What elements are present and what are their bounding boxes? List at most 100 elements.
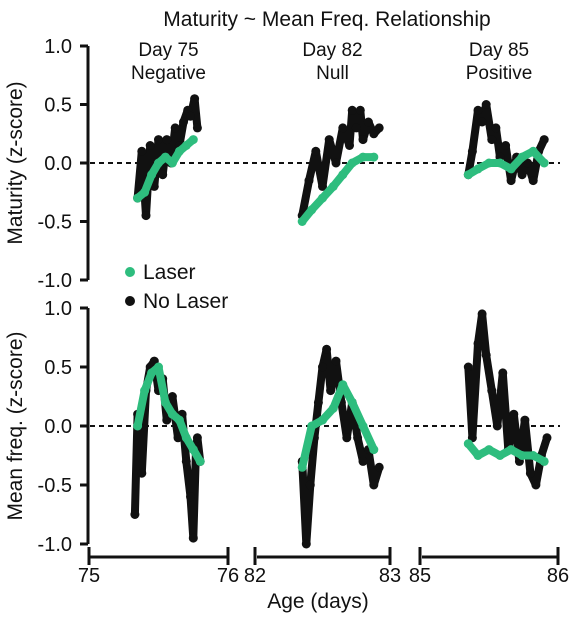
x-tick-label-col-0: 75	[78, 565, 100, 587]
y-axis-title-row-1: Mean freq. (z-score)	[4, 331, 27, 520]
point-no-laser-r1-c1	[342, 433, 352, 443]
point-no-laser-r1-c2	[487, 386, 497, 396]
point-laser-r1-c0	[188, 445, 198, 455]
point-no-laser-r1-c1	[369, 480, 379, 490]
point-no-laser-r1-c0	[192, 433, 202, 443]
y-tick-label-row-1: 0.5	[44, 357, 72, 379]
point-laser-r1-c0	[174, 415, 184, 425]
point-laser-r1-c2	[528, 451, 538, 460]
point-no-laser-r0-c1	[304, 176, 314, 186]
point-laser-r0-c0	[167, 158, 177, 168]
point-no-laser-r0-c1	[345, 141, 354, 150]
point-no-laser-r1-c1	[353, 433, 363, 443]
point-no-laser-r1-c2	[509, 409, 519, 419]
point-no-laser-r0-c1	[369, 129, 379, 139]
point-no-laser-r1-c2	[498, 368, 508, 378]
point-laser-r1-c2	[506, 445, 516, 455]
x-axis-title: Age (days)	[267, 590, 369, 613]
series-layer	[130, 94, 552, 549]
point-no-laser-r0-c1	[363, 117, 373, 127]
column-label-day-2: Day 85	[469, 40, 529, 61]
column-label-sign-1: Null	[316, 63, 349, 84]
point-no-laser-r0-c2	[477, 117, 487, 127]
point-laser-r1-c1	[307, 421, 317, 431]
point-laser-r0-c2	[463, 170, 473, 180]
point-no-laser-r1-c2	[492, 421, 502, 431]
point-laser-r1-c1	[358, 421, 368, 431]
point-laser-r0-c1	[297, 217, 307, 226]
point-laser-r0-c1	[369, 152, 379, 162]
y-tick-label-row-1: -1.0	[38, 534, 72, 556]
point-no-laser-r1-c2	[542, 433, 552, 443]
point-no-laser-r1-c2	[525, 468, 535, 478]
point-laser-r1-c0	[167, 409, 177, 419]
point-no-laser-r1-c0	[167, 392, 177, 401]
point-no-laser-r0-c1	[324, 135, 334, 145]
point-laser-r1-c2	[473, 451, 483, 460]
point-laser-r0-c1	[318, 193, 327, 203]
axes-layer: 1.0 0.5 0.0 -0.5 -1.0 Maturity (z-score) 1.0 0.…	[4, 36, 569, 587]
point-no-laser-r0-c1	[331, 158, 341, 168]
point-laser-r0-c2	[495, 158, 505, 168]
point-laser-r0-c0	[133, 193, 143, 203]
point-no-laser-r0-c1	[311, 146, 321, 156]
point-no-laser-r1-c1	[318, 362, 327, 372]
y-tick-label-row-0: -0.5	[38, 212, 72, 234]
point-laser-r0-c1	[328, 181, 338, 191]
column-label-day-1: Day 82	[302, 40, 362, 61]
point-no-laser-r1-c2	[481, 350, 491, 360]
point-no-laser-r0-c0	[162, 135, 172, 145]
point-no-laser-r1-c1	[322, 344, 332, 354]
point-no-laser-r1-c1	[305, 480, 315, 490]
point-no-laser-r0-c1	[351, 123, 361, 133]
x-tick-label-col-0: 76	[217, 565, 239, 587]
point-no-laser-r1-c0	[162, 415, 172, 425]
point-no-laser-r1-c1	[301, 539, 311, 549]
point-no-laser-r1-c1	[331, 356, 341, 366]
point-laser-r0-c2	[484, 158, 494, 168]
point-laser-r1-c2	[484, 445, 494, 455]
point-laser-r0-c0	[147, 170, 157, 180]
point-laser-r0-c0	[174, 146, 184, 156]
point-no-laser-r1-c0	[137, 468, 147, 478]
point-no-laser-r1-c2	[531, 480, 541, 490]
point-laser-r1-c1	[338, 380, 348, 390]
chart-title: Maturity ~ Mean Freq. Relationship	[163, 8, 490, 31]
x-tick-label-col-2: 86	[547, 565, 569, 587]
column-label-day-0: Day 75	[138, 40, 198, 61]
point-no-laser-r1-c1	[374, 462, 384, 472]
point-no-laser-r0-c2	[481, 100, 491, 109]
point-laser-r1-c1	[347, 397, 357, 407]
point-no-laser-r1-c1	[358, 456, 368, 466]
point-no-laser-r1-c0	[186, 492, 195, 502]
point-laser-r1-c2	[463, 439, 473, 449]
point-no-laser-r0-c2	[517, 170, 527, 180]
point-no-laser-r0-c2	[528, 176, 538, 186]
point-no-laser-r0-c0	[179, 117, 188, 127]
point-no-laser-r0-c2	[491, 123, 501, 133]
legend-marker-no-laser	[125, 296, 135, 306]
point-no-laser-r0-c0	[141, 211, 151, 221]
point-laser-r0-c0	[160, 152, 170, 162]
point-no-laser-r0-c0	[186, 111, 195, 121]
y-tick-label-row-0: 0.5	[44, 95, 72, 117]
point-no-laser-r1-c2	[520, 415, 530, 425]
point-no-laser-r0-c0	[145, 141, 155, 150]
point-no-laser-r0-c2	[501, 141, 511, 150]
point-laser-r0-c0	[181, 141, 191, 150]
point-laser-r0-c1	[347, 158, 357, 168]
point-laser-r0-c1	[358, 152, 368, 162]
x-tick-label-col-1: 82	[244, 565, 266, 587]
y-tick-label-row-0: 0.0	[44, 153, 72, 175]
point-laser-r1-c1	[297, 462, 307, 472]
point-no-laser-r0-c1	[318, 181, 327, 191]
point-laser-r1-c1	[369, 445, 379, 455]
point-laser-r0-c2	[528, 146, 538, 156]
point-laser-r1-c0	[160, 397, 170, 407]
point-laser-r0-c0	[154, 158, 163, 168]
y-tick-label-row-1: 0.0	[44, 416, 72, 438]
point-no-laser-r0-c1	[355, 105, 365, 115]
point-no-laser-r0-c0	[154, 135, 163, 145]
point-no-laser-r0-c0	[158, 170, 168, 180]
